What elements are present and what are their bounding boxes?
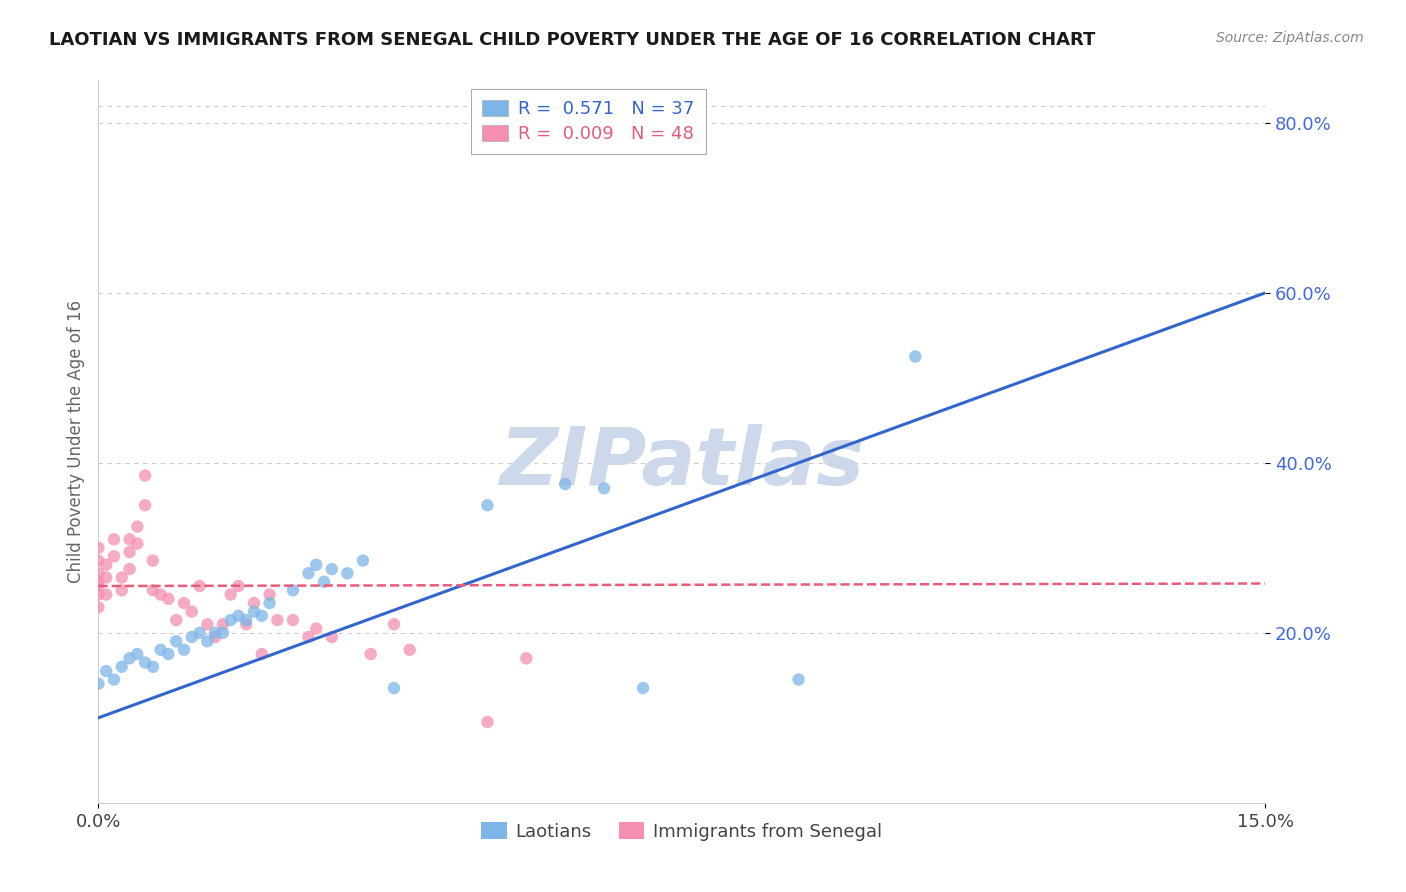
- Point: [157, 647, 180, 661]
- Point: [554, 477, 576, 491]
- Point: [250, 647, 273, 661]
- Point: [243, 596, 266, 610]
- Point: [149, 588, 172, 602]
- Point: [188, 579, 211, 593]
- Point: [157, 591, 180, 606]
- Point: [118, 562, 141, 576]
- Point: [477, 498, 499, 512]
- Point: [250, 608, 273, 623]
- Point: [111, 583, 134, 598]
- Point: [134, 656, 156, 670]
- Point: [228, 579, 250, 593]
- Point: [281, 583, 304, 598]
- Point: [336, 566, 359, 581]
- Point: [87, 579, 110, 593]
- Point: [96, 558, 118, 572]
- Point: [103, 533, 125, 547]
- Point: [87, 553, 110, 567]
- Point: [134, 498, 156, 512]
- Point: [173, 596, 195, 610]
- Legend: Laotians, Immigrants from Senegal: Laotians, Immigrants from Senegal: [474, 815, 890, 848]
- Point: [127, 536, 149, 550]
- Point: [321, 630, 343, 644]
- Point: [173, 642, 195, 657]
- Text: LAOTIAN VS IMMIGRANTS FROM SENEGAL CHILD POVERTY UNDER THE AGE OF 16 CORRELATION: LAOTIAN VS IMMIGRANTS FROM SENEGAL CHILD…: [49, 31, 1095, 49]
- Point: [142, 553, 165, 567]
- Point: [219, 588, 242, 602]
- Point: [165, 634, 187, 648]
- Point: [382, 617, 405, 632]
- Point: [360, 647, 382, 661]
- Point: [195, 617, 218, 632]
- Text: Source: ZipAtlas.com: Source: ZipAtlas.com: [1216, 31, 1364, 45]
- Point: [87, 677, 110, 691]
- Point: [266, 613, 288, 627]
- Point: [281, 613, 304, 627]
- Point: [515, 651, 537, 665]
- Point: [87, 600, 110, 615]
- Point: [180, 630, 202, 644]
- Point: [87, 541, 110, 555]
- Point: [127, 647, 149, 661]
- Point: [593, 481, 616, 495]
- Point: [96, 664, 118, 678]
- Point: [398, 642, 420, 657]
- Point: [235, 613, 257, 627]
- Point: [103, 549, 125, 564]
- Point: [195, 634, 218, 648]
- Point: [111, 660, 134, 674]
- Point: [87, 566, 110, 581]
- Point: [321, 562, 343, 576]
- Point: [96, 570, 118, 584]
- Point: [382, 681, 405, 695]
- Point: [259, 588, 281, 602]
- Point: [188, 625, 211, 640]
- Point: [118, 545, 141, 559]
- Point: [118, 651, 141, 665]
- Point: [904, 350, 927, 364]
- Point: [631, 681, 654, 695]
- Point: [204, 630, 226, 644]
- Point: [103, 673, 125, 687]
- Point: [305, 558, 328, 572]
- Point: [787, 673, 810, 687]
- Point: [204, 625, 226, 640]
- Point: [259, 596, 281, 610]
- Point: [297, 630, 319, 644]
- Point: [87, 574, 110, 589]
- Point: [127, 519, 149, 533]
- Y-axis label: Child Poverty Under the Age of 16: Child Poverty Under the Age of 16: [66, 300, 84, 583]
- Point: [235, 617, 257, 632]
- Point: [149, 642, 172, 657]
- Point: [134, 468, 156, 483]
- Point: [87, 588, 110, 602]
- Point: [111, 570, 134, 584]
- Point: [212, 617, 235, 632]
- Point: [180, 605, 202, 619]
- Point: [165, 613, 187, 627]
- Point: [118, 533, 141, 547]
- Point: [352, 553, 374, 567]
- Point: [219, 613, 242, 627]
- Point: [212, 625, 235, 640]
- Point: [142, 660, 165, 674]
- Point: [297, 566, 319, 581]
- Point: [477, 714, 499, 729]
- Point: [243, 605, 266, 619]
- Text: ZIPatlas: ZIPatlas: [499, 425, 865, 502]
- Point: [228, 608, 250, 623]
- Point: [305, 622, 328, 636]
- Point: [312, 574, 335, 589]
- Point: [96, 588, 118, 602]
- Point: [142, 583, 165, 598]
